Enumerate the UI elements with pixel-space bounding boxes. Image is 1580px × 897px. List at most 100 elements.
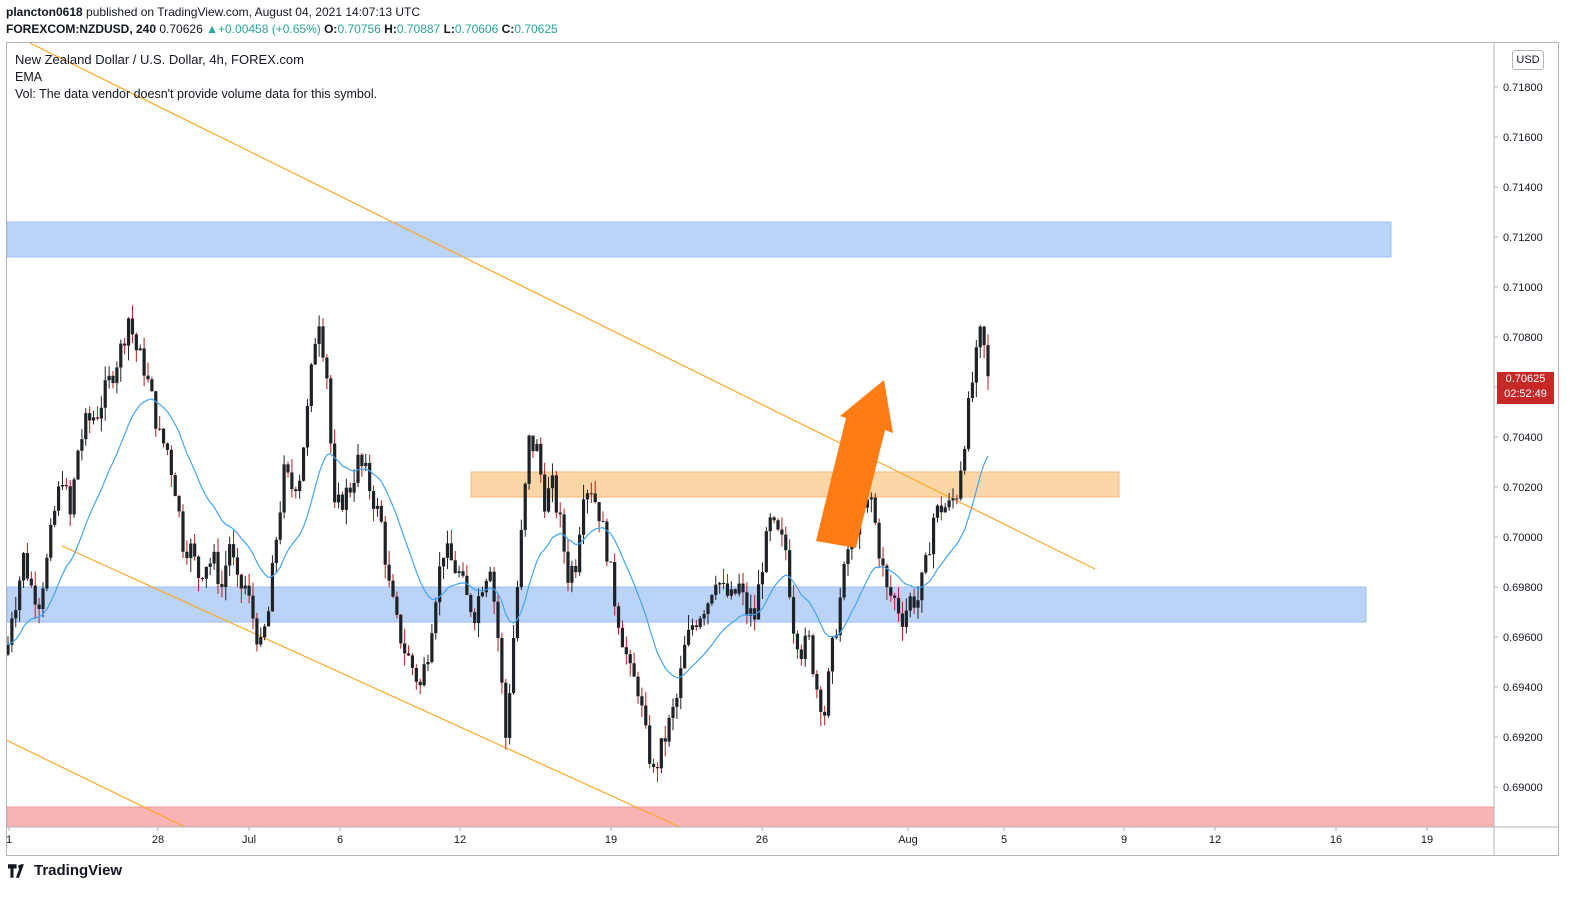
close-value: 0.70625 <box>514 22 558 36</box>
candle <box>18 576 22 622</box>
candle-body <box>515 587 520 638</box>
candle-body <box>947 500 951 508</box>
candle-body <box>313 343 317 365</box>
candle-body <box>220 583 224 588</box>
y-tick-label: 0.70400 <box>1503 432 1543 444</box>
candle <box>142 337 146 387</box>
candle <box>161 427 166 448</box>
candle <box>305 399 310 456</box>
candle-body <box>410 655 415 668</box>
candle-body <box>982 326 986 346</box>
candle <box>488 566 492 583</box>
candle <box>45 553 49 592</box>
candle-body <box>453 560 457 574</box>
footer-brand: TradingView <box>34 862 123 879</box>
candle <box>640 687 644 718</box>
candle-body <box>842 563 846 598</box>
x-tick-label: Aug <box>898 834 918 846</box>
candle-body <box>725 583 730 596</box>
candle-body <box>597 502 601 522</box>
candle-body <box>329 378 333 444</box>
candle-body <box>360 454 364 467</box>
candle-body <box>745 592 749 616</box>
candle-body <box>309 364 313 406</box>
candle-body <box>290 472 294 490</box>
candle <box>68 480 72 526</box>
candle <box>632 652 636 677</box>
candle <box>115 361 119 394</box>
candle <box>457 565 461 578</box>
candle-body <box>889 587 893 596</box>
candle <box>504 678 508 750</box>
candle <box>383 516 387 579</box>
candle <box>578 526 582 576</box>
candle-body <box>636 676 640 697</box>
candle <box>597 501 601 533</box>
candle-body <box>395 596 399 615</box>
currency-button[interactable]: USD <box>1512 50 1544 70</box>
legend-title[interactable]: New Zealand Dollar / U.S. Dollar, 4h, FO… <box>15 52 304 67</box>
candle <box>216 538 220 594</box>
candle-body <box>251 595 255 619</box>
candle <box>266 606 271 627</box>
candle <box>877 518 881 569</box>
author[interactable]: plancton0618 <box>6 5 83 19</box>
y-tick-label: 0.71800 <box>1503 82 1543 94</box>
candle <box>107 366 111 389</box>
candle-body <box>593 493 597 503</box>
candle-body <box>624 647 628 655</box>
candle <box>900 601 905 641</box>
close-label: C: <box>501 22 515 36</box>
candle-body <box>574 565 578 573</box>
bullish-arrow <box>816 380 893 548</box>
candle-body <box>165 443 170 450</box>
low-label: L: <box>443 22 455 36</box>
candle <box>830 636 835 684</box>
candle <box>815 669 819 699</box>
candle-body <box>333 443 337 503</box>
candle <box>418 678 422 695</box>
candle <box>791 584 796 644</box>
candle <box>352 469 356 502</box>
candle-body <box>414 667 418 682</box>
candle-body <box>881 558 885 566</box>
candle-body <box>426 661 430 665</box>
y-tick-label: 0.69800 <box>1503 582 1543 594</box>
candle-body <box>130 318 135 335</box>
candle-body <box>76 450 80 480</box>
candle <box>130 305 135 344</box>
candle <box>220 570 224 598</box>
price-tag-countdown: 02:52:49 <box>1504 388 1547 400</box>
tradingview-logo[interactable]: TradingView <box>8 862 122 879</box>
candle <box>99 396 103 432</box>
candle-body <box>45 557 49 589</box>
candle <box>733 588 737 596</box>
candle <box>741 572 745 606</box>
candle <box>294 486 298 499</box>
candle-body <box>504 682 508 738</box>
candle-body <box>224 565 228 588</box>
candle-body <box>776 520 780 530</box>
trendlines <box>5 42 1096 828</box>
candle-body <box>177 496 181 512</box>
candle <box>251 582 255 630</box>
candle <box>14 596 18 628</box>
candle <box>776 518 780 532</box>
candle <box>651 758 656 773</box>
candle-body <box>655 767 660 769</box>
candle-body <box>644 705 648 726</box>
candle-body <box>799 649 803 660</box>
candle-body <box>585 493 590 500</box>
candle-body <box>247 585 251 596</box>
candle <box>126 317 131 361</box>
candle <box>896 587 901 622</box>
x-tick-label: 9 <box>1121 834 1127 846</box>
legend-ema[interactable]: EMA <box>15 70 43 84</box>
arrow-shape <box>816 380 893 548</box>
candle <box>317 315 321 357</box>
candle-body <box>181 511 185 552</box>
candle <box>613 553 617 616</box>
candle <box>6 636 10 657</box>
candle <box>111 370 115 389</box>
